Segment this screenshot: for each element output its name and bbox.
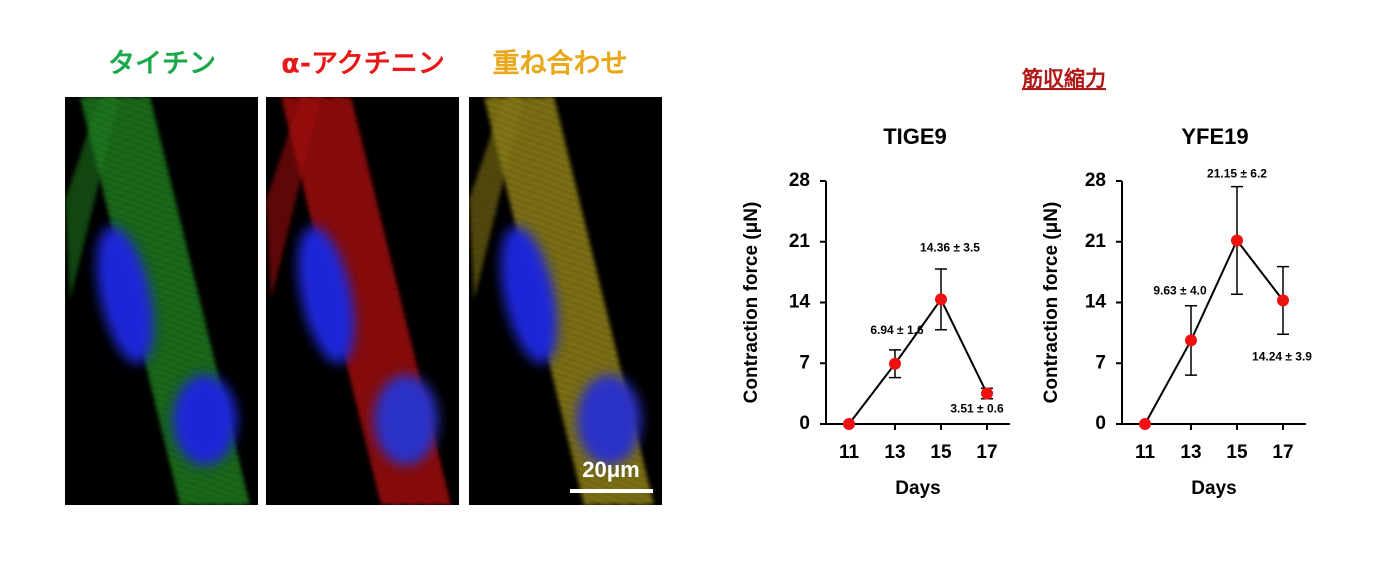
- y-tick-label: 21: [1085, 231, 1107, 252]
- chart-title: YFE19: [1181, 124, 1248, 149]
- value-label: 3.51 ± 0.6: [950, 402, 1004, 416]
- panel-label: タイチン: [108, 49, 216, 80]
- micrograph: [266, 97, 459, 505]
- y-axis-label: Contraction force (μN): [741, 202, 762, 404]
- data-point: [981, 387, 993, 400]
- data-line: [848, 297, 988, 425]
- data-point: [1231, 234, 1243, 247]
- chart-title: TIGE9: [883, 124, 947, 149]
- y-tick-label: 28: [1085, 170, 1106, 191]
- x-tick-label: 13: [884, 442, 905, 463]
- y-tick-label: 14: [1085, 292, 1107, 313]
- x-tick-label: 17: [976, 442, 997, 463]
- data-point: [1139, 418, 1151, 430]
- value-label: 14.36 ± 3.5: [920, 241, 980, 255]
- section-title: 筋収縮力: [1021, 67, 1106, 91]
- x-tick-label: 11: [839, 442, 860, 463]
- y-tick-label: 7: [1095, 352, 1106, 373]
- x-axis-label: Days: [895, 478, 940, 499]
- scale-bar-label: 20μm: [582, 457, 640, 482]
- y-tick-label: 28: [789, 170, 810, 191]
- value-label: 6.94 ± 1.6: [870, 323, 924, 337]
- data-point: [843, 418, 855, 430]
- x-tick-label: 11: [1135, 442, 1156, 463]
- data-point: [1185, 334, 1197, 347]
- value-label: 21.15 ± 6.2: [1207, 167, 1267, 181]
- y-tick-label: 0: [799, 413, 810, 434]
- y-tick-label: 7: [799, 352, 810, 373]
- data-point: [1277, 294, 1289, 307]
- value-label: 14.24 ± 3.9: [1252, 350, 1312, 364]
- panel-label: 重ね合わせ: [493, 48, 628, 80]
- data-point: [935, 293, 947, 306]
- y-tick-label: 0: [1095, 413, 1106, 434]
- y-axis-label: Contraction force (μN): [1041, 202, 1062, 404]
- panel-label: α-アクチニン: [281, 49, 444, 80]
- x-tick-label: 13: [1180, 442, 1201, 463]
- x-tick-label: 17: [1272, 442, 1293, 463]
- data-point: [889, 357, 901, 370]
- y-tick-label: 14: [789, 292, 811, 313]
- x-tick-label: 15: [930, 442, 952, 463]
- x-tick-label: 15: [1226, 442, 1248, 463]
- data-line: [1144, 238, 1284, 425]
- y-tick-label: 21: [789, 231, 811, 252]
- micrograph: [65, 97, 258, 505]
- x-axis-label: Days: [1191, 478, 1236, 499]
- value-label: 9.63 ± 4.0: [1153, 284, 1207, 298]
- micrograph: [469, 97, 662, 505]
